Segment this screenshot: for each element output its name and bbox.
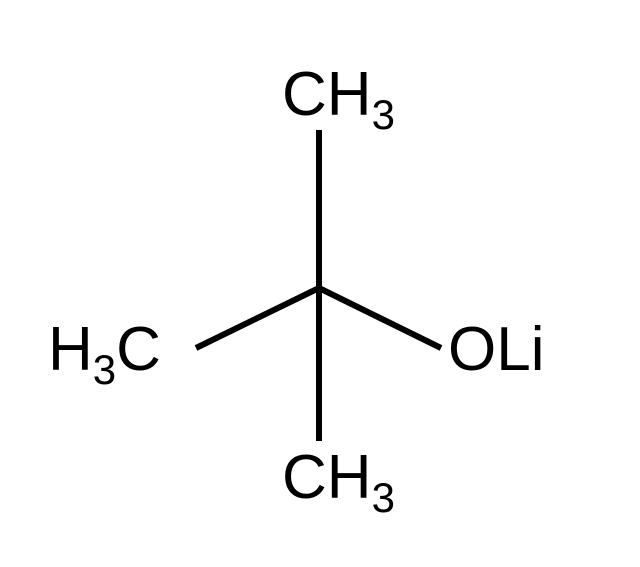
molecule-diagram: CH3H3CCH3OLi [0, 0, 640, 567]
atom-label-right-OLi: OLi [448, 315, 545, 384]
